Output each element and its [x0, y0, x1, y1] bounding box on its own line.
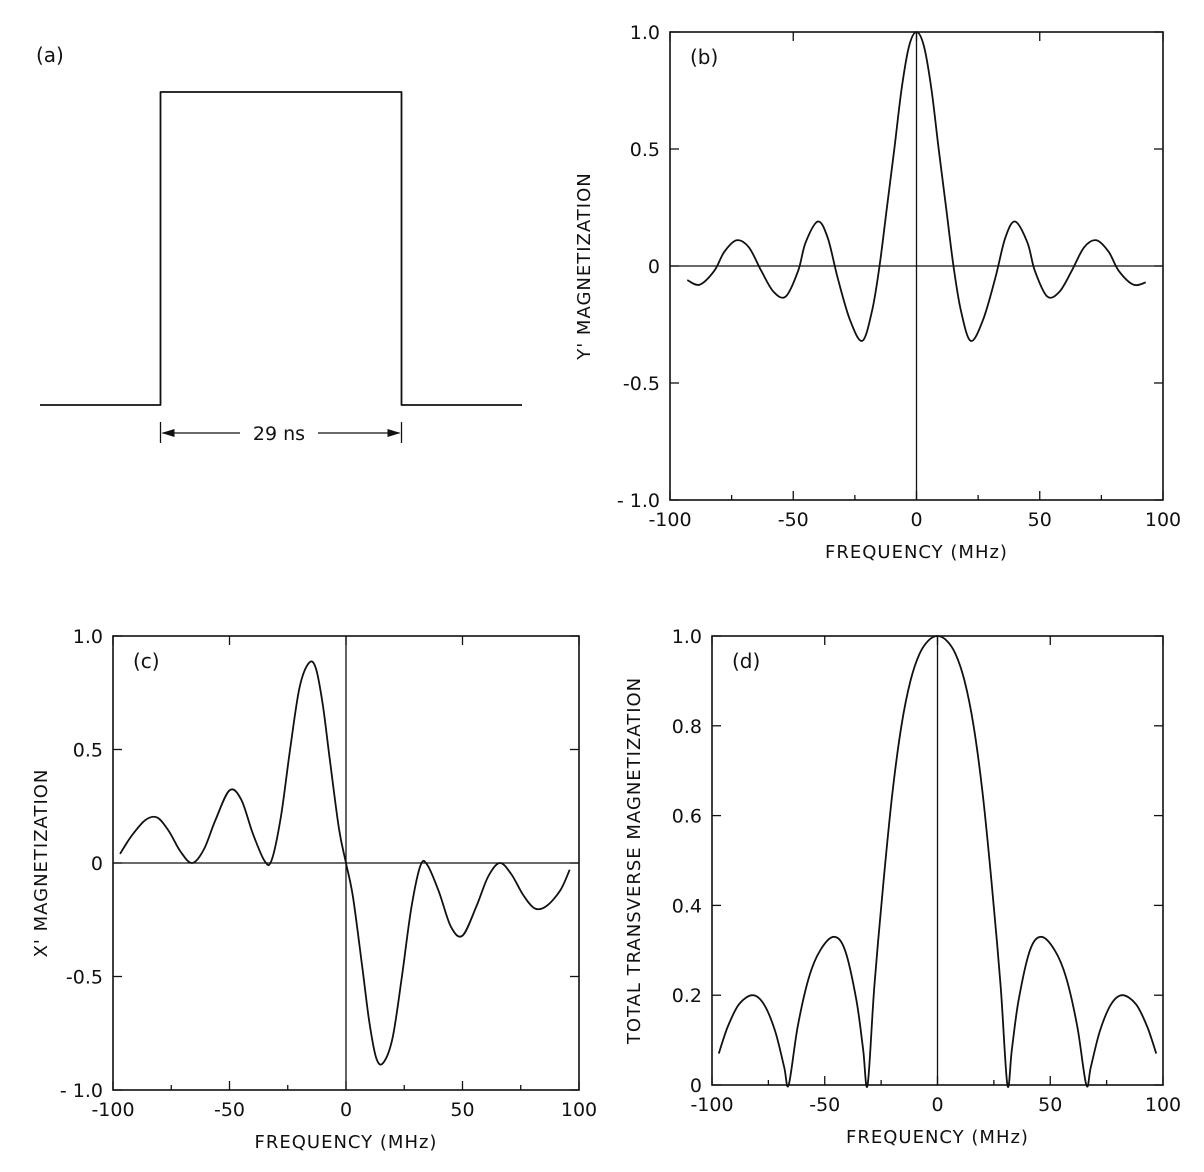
y-tick-label: -0.5 [623, 373, 660, 395]
x-tick-label: 0 [931, 1094, 943, 1116]
series-line [686, 31, 1147, 342]
x-tick-label: -100 [648, 509, 691, 531]
series-line [717, 635, 1158, 1088]
y-tick-label: 1.0 [73, 626, 103, 648]
dimension-arrow-right-icon [387, 429, 401, 437]
dimension-arrow-left-icon [161, 429, 175, 437]
y-tick-label: 0 [648, 256, 660, 278]
panel-letter-a: (a) [36, 43, 64, 67]
x-tick-label: -50 [809, 1094, 840, 1116]
y-axis-title: X' MAGNETIZATION [31, 769, 52, 958]
panel-letter-b: (b) [690, 45, 718, 69]
y-tick-label: 0 [690, 1075, 702, 1097]
panel-a: (a) 29 ns [36, 43, 522, 445]
y-tick-label: 1.0 [630, 22, 660, 44]
x-axis-title: FREQUENCY (MHz) [846, 1127, 1029, 1148]
x-tick-label: -50 [778, 509, 809, 531]
y-tick-label: 0.5 [73, 740, 103, 762]
y-tick-label: 0.4 [672, 895, 702, 917]
y-tick-label: -0.5 [66, 967, 103, 989]
x-tick-label: -50 [214, 1099, 245, 1121]
panel-letter-c: (c) [133, 649, 160, 673]
y-tick-label: 0 [91, 853, 103, 875]
y-tick-label: 0.2 [672, 985, 702, 1007]
x-tick-label: 50 [450, 1099, 474, 1121]
panel-c: -100 -50 0 50 100 - 1.0 -0.5 0 0.5 1.0 FREQUENCY (… [31, 626, 597, 1153]
y-tick-label: - 1.0 [60, 1080, 103, 1102]
x-tick-label: 50 [1038, 1094, 1062, 1116]
x-tick-label: 50 [1028, 509, 1052, 531]
series-line [119, 660, 571, 1066]
x-axis-title: FREQUENCY (MHz) [255, 1132, 438, 1153]
x-tick-label: 0 [910, 509, 922, 531]
pulse-trace [40, 91, 522, 406]
panel-letter-d: (d) [732, 649, 760, 673]
x-tick-label: 100 [561, 1099, 597, 1121]
y-tick-label: - 1.0 [617, 490, 660, 512]
y-tick-label: 0.6 [672, 806, 702, 828]
x-tick-label: 0 [340, 1099, 352, 1121]
x-tick-label: -100 [690, 1094, 733, 1116]
y-tick-label: 0.5 [630, 139, 660, 161]
panel-b: -100 -50 0 50 100 - 1.0 -0.5 0 0.5 1.0 FREQUENCY (… [574, 22, 1181, 563]
panel-d: -100 -50 0 50 100 0 0.2 0.4 0.6 0.8 1.0 FREQUENCY (… [624, 626, 1181, 1148]
y-axis-title: TOTAL TRANSVERSE MAGNETIZATION [624, 677, 645, 1045]
y-tick-label: 1.0 [672, 626, 702, 648]
y-axis-title: Y' MAGNETIZATION [574, 172, 595, 360]
x-tick-label: 100 [1145, 1094, 1181, 1116]
y-tick-label: 0.8 [672, 716, 702, 738]
x-tick-label: -100 [91, 1099, 134, 1121]
pulse-width-label: 29 ns [253, 423, 305, 445]
x-axis-title: FREQUENCY (MHz) [825, 542, 1008, 563]
x-tick-label: 100 [1145, 509, 1181, 531]
